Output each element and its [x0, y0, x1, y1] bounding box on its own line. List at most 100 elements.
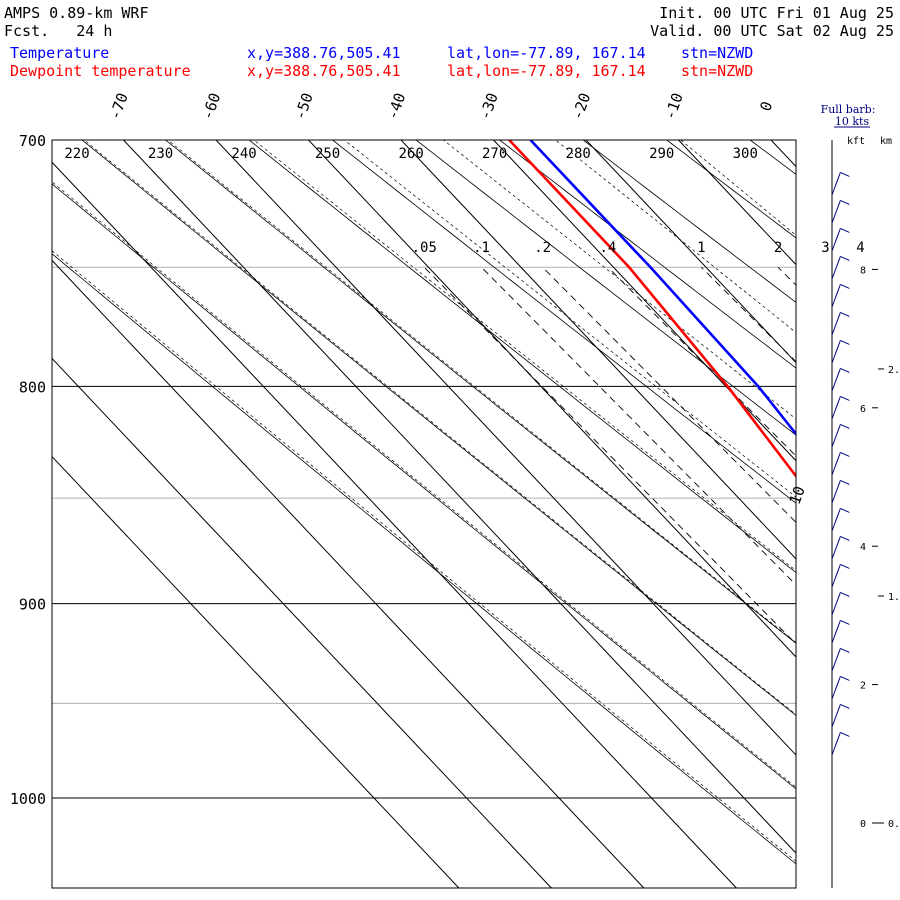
moist-adiabat — [343, 140, 796, 498]
wind-barb — [831, 284, 841, 308]
mixing-ratio-label: 2 — [774, 240, 782, 256]
wind-barb-flag — [840, 283, 850, 289]
km-tick-label: 1. — [888, 592, 900, 603]
dry-adiabat — [164, 140, 796, 644]
isotherm-line — [52, 161, 737, 888]
wind-barb-flag — [840, 535, 850, 541]
moist-adiabat — [83, 140, 796, 715]
isotherm-line — [52, 259, 645, 888]
theta-label: 300 — [733, 146, 758, 162]
moist-adiabat — [52, 181, 796, 788]
temperature-tick-label: 0 — [756, 99, 776, 114]
isotherm-line — [123, 140, 796, 854]
mixing-ratio-label: 4 — [856, 240, 864, 256]
temperature-station: stn=NZWD — [681, 44, 754, 62]
kft-tick-label: 8 — [860, 265, 866, 276]
theta-label: 290 — [649, 146, 674, 162]
isotherm-line — [770, 140, 796, 168]
isotherm-line — [678, 140, 796, 266]
temperature-tick-label: -70 — [106, 90, 132, 122]
wind-barb-flag — [840, 731, 850, 737]
isotherm-line — [52, 357, 552, 888]
mixing-ratio-line — [481, 266, 796, 586]
dry-adiabat — [749, 140, 796, 175]
plot-frame — [51, 139, 797, 889]
theta-label: 240 — [231, 146, 256, 162]
mixing-ratio-line — [826, 267, 900, 888]
dry-adiabat — [798, 114, 900, 889]
wind-barb-panel: 0 2 4 6 8 0. 1. 2. — [831, 140, 900, 888]
kft-tick-label: 2 — [860, 681, 866, 692]
dry-adiabat — [52, 183, 796, 790]
valid-time: Valid. 00 UTC Sat 02 Aug 25 — [650, 22, 894, 40]
wind-barb — [831, 676, 841, 700]
moist-adiabat — [253, 140, 796, 572]
isotherm-line — [215, 140, 796, 756]
wind-barb-flag — [840, 591, 850, 597]
km-heading: km — [880, 136, 892, 147]
isotherm-line — [400, 140, 796, 560]
wind-barb — [831, 256, 841, 280]
kft-tick-label: 0 — [860, 819, 866, 830]
temperature-tick-label: -10 — [661, 90, 687, 122]
dry-adiabat — [881, 114, 900, 889]
temperature-profile — [529, 140, 796, 437]
theta-label: 280 — [566, 146, 591, 162]
temperature-latlon: lat,lon=-77.89, 167.14 — [447, 44, 646, 62]
wind-barb — [831, 648, 841, 672]
wind-barb — [831, 228, 841, 252]
wind-barb — [831, 536, 841, 560]
init-time: Init. 00 UTC Fri 01 Aug 25 — [659, 4, 894, 22]
wind-barb — [831, 340, 841, 364]
dry-adiabat — [81, 140, 796, 716]
wind-barb — [831, 424, 841, 448]
wind-barb — [831, 508, 841, 532]
pressure-tick-label: 1000 — [10, 790, 46, 808]
wind-barb-flag — [840, 451, 850, 457]
wind-barb-flag — [840, 199, 850, 205]
barb-legend-title: Full barb: — [821, 103, 876, 116]
wind-barb — [831, 368, 841, 392]
pressure-tick-label: 900 — [19, 596, 46, 614]
wind-barb — [831, 592, 841, 616]
temperature-xy: x,y=388.76,505.41 — [247, 44, 401, 62]
theta-label: 250 — [315, 146, 340, 162]
grid-lines — [52, 114, 900, 889]
mixing-ratio-label: .2 — [534, 240, 551, 256]
pressure-tick-label: 700 — [19, 132, 46, 150]
kft-tick-label: 6 — [860, 404, 866, 415]
isotherm-line — [308, 140, 796, 658]
barb-legend-value: 10 kts — [835, 115, 870, 128]
wind-barb-flag — [840, 675, 850, 681]
mixing-ratio-line — [423, 266, 796, 645]
model-title: AMPS 0.89-km WRF — [4, 4, 149, 22]
wind-barb — [831, 704, 841, 728]
dewpoint-station: stn=NZWD — [681, 62, 754, 80]
axis-labels: 700 800 900 1000 -70 -60 -50 -40 -30 -20 -10 0 10 220… — [10, 90, 865, 808]
wind-barb — [831, 452, 841, 476]
wind-barb-flag — [840, 171, 850, 177]
theta-label: 260 — [398, 146, 423, 162]
dry-adiabat — [248, 140, 796, 574]
wind-barb-flag — [840, 311, 850, 317]
mixing-ratio-label: .05 — [412, 240, 437, 256]
temperature-series-name: Temperature — [10, 44, 110, 62]
dewpoint-series-name: Dewpoint temperature — [10, 62, 191, 80]
wind-barb — [831, 200, 841, 224]
wind-barb-flag — [840, 703, 850, 709]
dewpoint-profile — [508, 140, 796, 479]
km-tick-label: 0. — [888, 819, 900, 830]
temperature-tick-label: -20 — [568, 90, 594, 122]
wind-barb-flag — [840, 563, 850, 569]
isotherm-line — [585, 140, 796, 364]
wind-barb-flag — [840, 255, 850, 261]
isotherm-line — [52, 455, 460, 888]
wind-barb-flag — [840, 423, 850, 429]
wind-barb-flag — [840, 647, 850, 653]
theta-label: 220 — [64, 146, 89, 162]
wind-barb-flag — [840, 395, 850, 401]
moist-adiabat — [442, 140, 796, 420]
moist-adiabat — [52, 250, 796, 862]
kft-heading: kft — [847, 136, 865, 147]
